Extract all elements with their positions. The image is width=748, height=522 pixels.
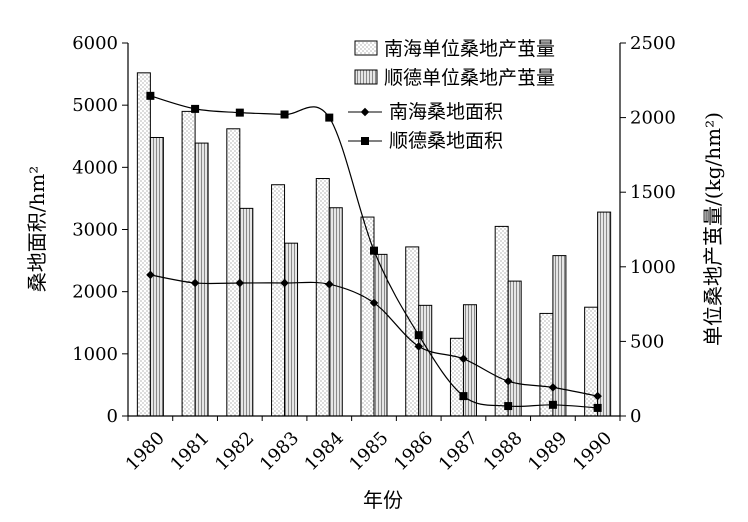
y-right-tick-label: 2000 (630, 108, 676, 129)
point-shunde-area-1983 (280, 110, 289, 119)
point-shunde-area-1990 (593, 403, 602, 412)
legend-swatch-nanhai-yield (354, 40, 378, 56)
bar-shunde-yield-1989 (552, 255, 567, 417)
x-tick-label-1981: 1981 (166, 428, 213, 475)
x-tick-label-1983: 1983 (256, 428, 303, 475)
bar-nanhai-yield-1988 (494, 225, 509, 417)
y-left-tick-label: 2000 (72, 282, 118, 303)
x-tick-label-1984: 1984 (301, 428, 348, 475)
y-left-tick-label: 4000 (72, 157, 118, 178)
point-nanhai-area-1989 (548, 383, 558, 392)
point-shunde-area-1986 (414, 331, 423, 340)
y-left-tick-label: 0 (107, 406, 118, 427)
bar-nanhai-yield-1981 (181, 110, 196, 417)
lines-layer (146, 91, 602, 412)
point-shunde-area-1988 (504, 402, 513, 411)
y-right-tick-label: 2500 (630, 33, 676, 54)
point-nanhai-area-1988 (503, 376, 513, 386)
bar-shunde-yield-1984 (328, 207, 343, 417)
y-left-tick-label: 1000 (72, 344, 118, 365)
point-nanhai-area-1984 (325, 279, 334, 289)
legend-marker-square (361, 137, 369, 145)
x-tick-label-1986: 1986 (390, 428, 437, 475)
y-axis-left-label: 桑地面积/hm² (25, 166, 49, 293)
y-left-tick-label: 6000 (72, 33, 118, 54)
point-shunde-area-1982 (235, 108, 244, 117)
y-right-tick-label: 500 (630, 331, 664, 352)
point-shunde-area-1985 (370, 246, 378, 255)
legend-swatch-shunde-yield (354, 69, 378, 85)
bar-nanhai-yield-1982 (226, 128, 241, 417)
x-tick-label-1985: 1985 (345, 428, 392, 475)
bar-shunde-yield-1981 (194, 142, 209, 417)
bar-nanhai-yield-1980 (136, 72, 151, 417)
bar-shunde-yield-1982 (239, 207, 254, 417)
point-shunde-area-1981 (191, 104, 200, 113)
point-nanhai-area-1990 (593, 391, 602, 401)
point-nanhai-area-1985 (369, 298, 379, 308)
x-tick-label-1982: 1982 (211, 428, 258, 475)
x-tick-label-1980: 1980 (122, 428, 169, 475)
point-nanhai-area-1983 (280, 278, 289, 288)
bar-nanhai-yield-1983 (271, 184, 286, 417)
bar-shunde-yield-1988 (507, 280, 522, 417)
x-axis-label: 年份 (363, 488, 403, 512)
bar-shunde-yield-1986 (418, 304, 433, 417)
point-nanhai-area-1980 (146, 270, 155, 280)
point-shunde-area-1989 (548, 400, 557, 409)
legend-label-shunde-yield: 顺德单位桑地产茧量 (384, 67, 555, 89)
y-axis-right-label: 单位桑地产茧量/(kg/hm²) (701, 112, 725, 346)
point-shunde-area-1984 (325, 113, 334, 122)
bar-shunde-yield-1985 (373, 253, 388, 417)
x-tick-label-1987: 1987 (435, 428, 482, 475)
x-tick-label-1988: 1988 (480, 428, 527, 475)
point-shunde-area-1987 (459, 392, 468, 401)
bar-nanhai-yield-1989 (539, 312, 554, 417)
bars-layer (136, 72, 612, 417)
point-nanhai-area-1981 (190, 278, 200, 288)
x-tick-label-1990: 1990 (569, 428, 616, 475)
legend: 南海单位桑地产茧量 顺德单位桑地产茧量 南海桑地面积 顺德桑地面积 (348, 38, 555, 152)
point-shunde-area-1980 (146, 91, 155, 100)
y-right-tick-label: 1000 (630, 257, 676, 278)
y-right-tick-label: 1500 (630, 182, 676, 203)
x-tick-label-1989: 1989 (524, 428, 571, 475)
point-nanhai-area-1986 (414, 342, 423, 351)
bar-shunde-yield-1983 (284, 242, 299, 417)
point-nanhai-area-1982 (235, 278, 245, 288)
bar-shunde-yield-1990 (597, 211, 612, 417)
y-left-tick-label: 5000 (72, 95, 118, 116)
bar-nanhai-yield-1987 (449, 337, 464, 417)
point-nanhai-area-1987 (459, 354, 468, 364)
legend-marker-diamond (360, 107, 370, 117)
bar-nanhai-yield-1984 (315, 178, 330, 417)
legend-label-nanhai-yield: 南海单位桑地产茧量 (384, 38, 555, 60)
bar-nanhai-yield-1990 (584, 306, 599, 417)
y-left-tick-label: 3000 (72, 220, 118, 241)
legend-label-nanhai-area: 南海桑地面积 (389, 101, 503, 123)
y-right-tick-label: 0 (630, 406, 641, 427)
legend-label-shunde-area: 顺德桑地面积 (389, 130, 503, 152)
